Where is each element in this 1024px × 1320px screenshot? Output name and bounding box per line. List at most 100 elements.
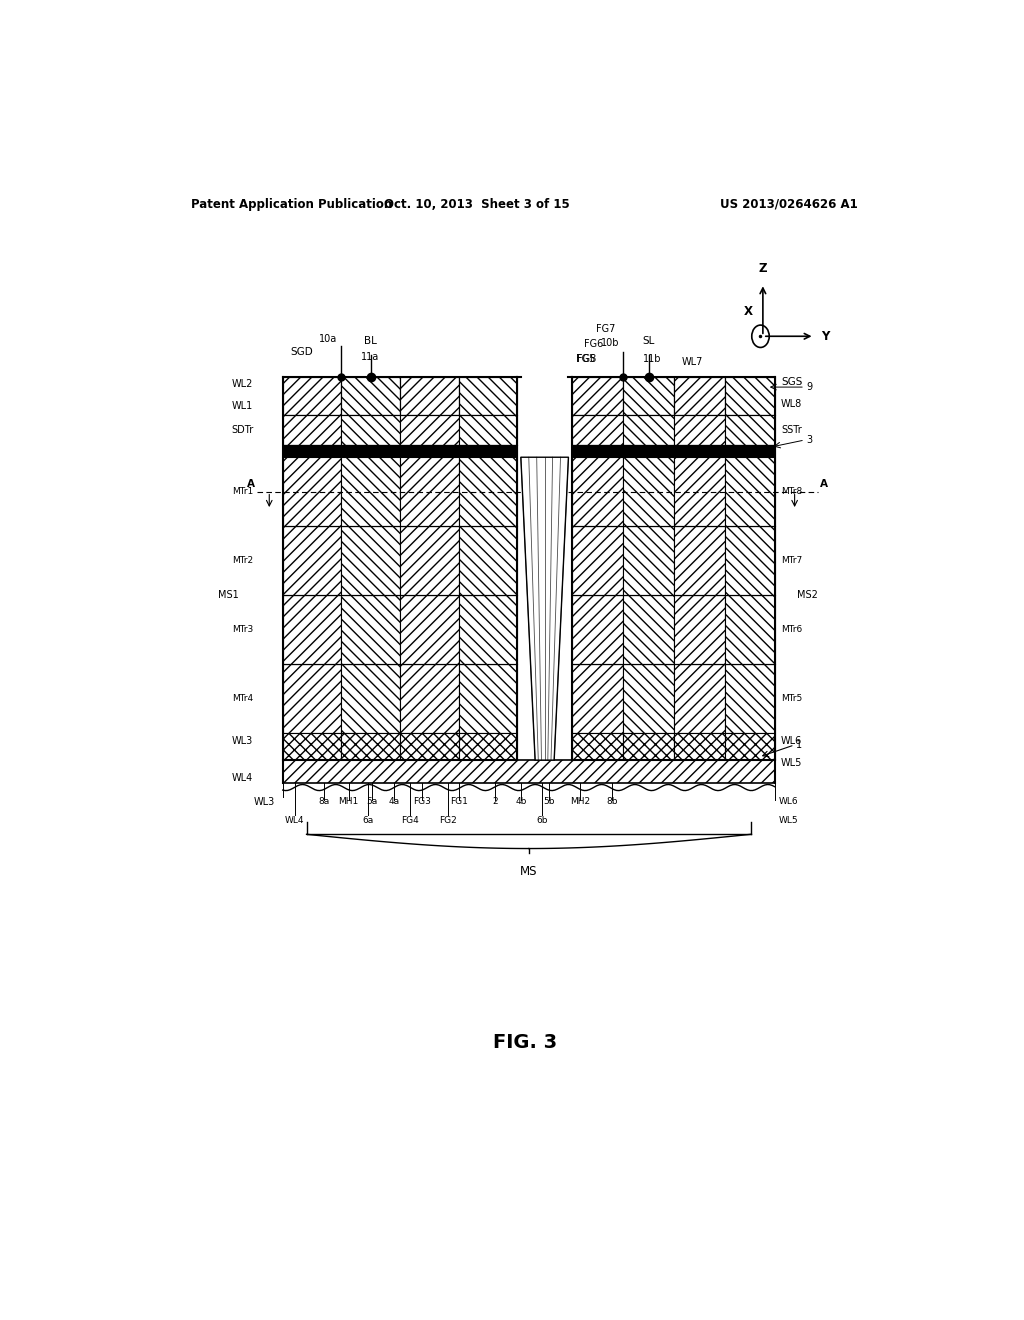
- Bar: [400, 378, 459, 414]
- Bar: [725, 414, 775, 445]
- Text: WL7: WL7: [682, 356, 703, 367]
- Text: SGD: SGD: [291, 347, 313, 356]
- Bar: [400, 595, 459, 664]
- Text: MTr4: MTr4: [232, 694, 253, 702]
- Text: SL: SL: [642, 337, 654, 346]
- Bar: [341, 595, 400, 664]
- Bar: [725, 457, 775, 527]
- Text: WL5: WL5: [781, 758, 803, 768]
- Bar: [624, 733, 674, 760]
- Text: 2: 2: [493, 797, 499, 807]
- Bar: [674, 414, 725, 445]
- Bar: [725, 378, 775, 414]
- Bar: [572, 414, 624, 445]
- Bar: [674, 457, 725, 527]
- Text: US 2013/0264626 A1: US 2013/0264626 A1: [720, 198, 858, 211]
- Bar: [624, 457, 674, 527]
- Bar: [572, 445, 775, 457]
- Bar: [283, 378, 341, 414]
- Text: 4a: 4a: [388, 797, 399, 807]
- Text: FG4: FG4: [400, 816, 419, 825]
- Bar: [400, 457, 459, 527]
- Text: 3: 3: [807, 436, 813, 445]
- Bar: [674, 527, 725, 595]
- Text: A: A: [820, 479, 828, 488]
- Text: 11b: 11b: [643, 354, 662, 363]
- Bar: [341, 733, 400, 760]
- Bar: [725, 527, 775, 595]
- Bar: [624, 378, 674, 414]
- Bar: [572, 527, 624, 595]
- Text: WL3: WL3: [232, 737, 253, 746]
- Bar: [283, 760, 775, 784]
- Text: FG3: FG3: [413, 797, 430, 807]
- Bar: [459, 595, 517, 664]
- Bar: [459, 378, 517, 414]
- Bar: [459, 664, 517, 733]
- Text: FG6: FG6: [585, 339, 603, 350]
- Bar: [283, 414, 341, 445]
- Text: Oct. 10, 2013  Sheet 3 of 15: Oct. 10, 2013 Sheet 3 of 15: [384, 198, 570, 211]
- Bar: [283, 527, 341, 595]
- Text: Patent Application Publication: Patent Application Publication: [191, 198, 393, 211]
- Text: SDTr: SDTr: [231, 425, 253, 434]
- Text: MTr8: MTr8: [781, 487, 803, 496]
- Text: 5b: 5b: [543, 797, 554, 807]
- Bar: [283, 445, 517, 457]
- Text: WL1: WL1: [232, 401, 253, 412]
- Bar: [400, 527, 459, 595]
- Bar: [341, 457, 400, 527]
- Bar: [572, 664, 624, 733]
- Text: WL5: WL5: [778, 816, 799, 825]
- Text: 10b: 10b: [601, 338, 620, 348]
- Text: FG1: FG1: [450, 797, 468, 807]
- Text: MTr1: MTr1: [232, 487, 253, 496]
- Bar: [459, 733, 517, 760]
- Text: MTr2: MTr2: [232, 556, 253, 565]
- Text: WL3: WL3: [254, 797, 274, 807]
- Text: 6a: 6a: [362, 816, 374, 825]
- Text: MTr5: MTr5: [781, 694, 803, 702]
- Bar: [341, 527, 400, 595]
- Text: Y: Y: [821, 330, 829, 343]
- Bar: [624, 595, 674, 664]
- Text: BL: BL: [365, 337, 377, 346]
- Bar: [674, 664, 725, 733]
- Text: WL6: WL6: [778, 797, 799, 807]
- Text: 6b: 6b: [537, 816, 548, 825]
- Bar: [283, 664, 341, 733]
- Text: A: A: [247, 479, 255, 488]
- Text: MS: MS: [520, 865, 538, 878]
- Text: X: X: [744, 305, 753, 318]
- Bar: [341, 664, 400, 733]
- Bar: [400, 414, 459, 445]
- Text: MS1: MS1: [218, 590, 240, 601]
- Bar: [341, 378, 400, 414]
- Text: FG2: FG2: [439, 816, 457, 825]
- Bar: [725, 595, 775, 664]
- Text: MH2: MH2: [570, 797, 591, 807]
- Bar: [674, 733, 725, 760]
- Text: WL4: WL4: [232, 774, 253, 783]
- Bar: [572, 457, 624, 527]
- Text: SGS: SGS: [781, 378, 803, 387]
- Bar: [572, 595, 624, 664]
- Text: MH1: MH1: [339, 797, 358, 807]
- Text: FG5: FG5: [577, 354, 596, 363]
- Bar: [725, 733, 775, 760]
- Text: 9: 9: [807, 381, 813, 392]
- Text: WL6: WL6: [781, 737, 803, 746]
- Text: Z: Z: [759, 263, 767, 276]
- Polygon shape: [521, 457, 568, 760]
- Bar: [283, 595, 341, 664]
- Bar: [725, 664, 775, 733]
- Text: 4b: 4b: [515, 797, 526, 807]
- Bar: [400, 664, 459, 733]
- Text: MTr6: MTr6: [781, 624, 803, 634]
- Text: WL4: WL4: [285, 816, 304, 825]
- Bar: [283, 457, 341, 527]
- Text: WL2: WL2: [232, 379, 253, 389]
- Bar: [624, 664, 674, 733]
- Text: WL8: WL8: [781, 400, 803, 409]
- Text: MTr7: MTr7: [781, 556, 803, 565]
